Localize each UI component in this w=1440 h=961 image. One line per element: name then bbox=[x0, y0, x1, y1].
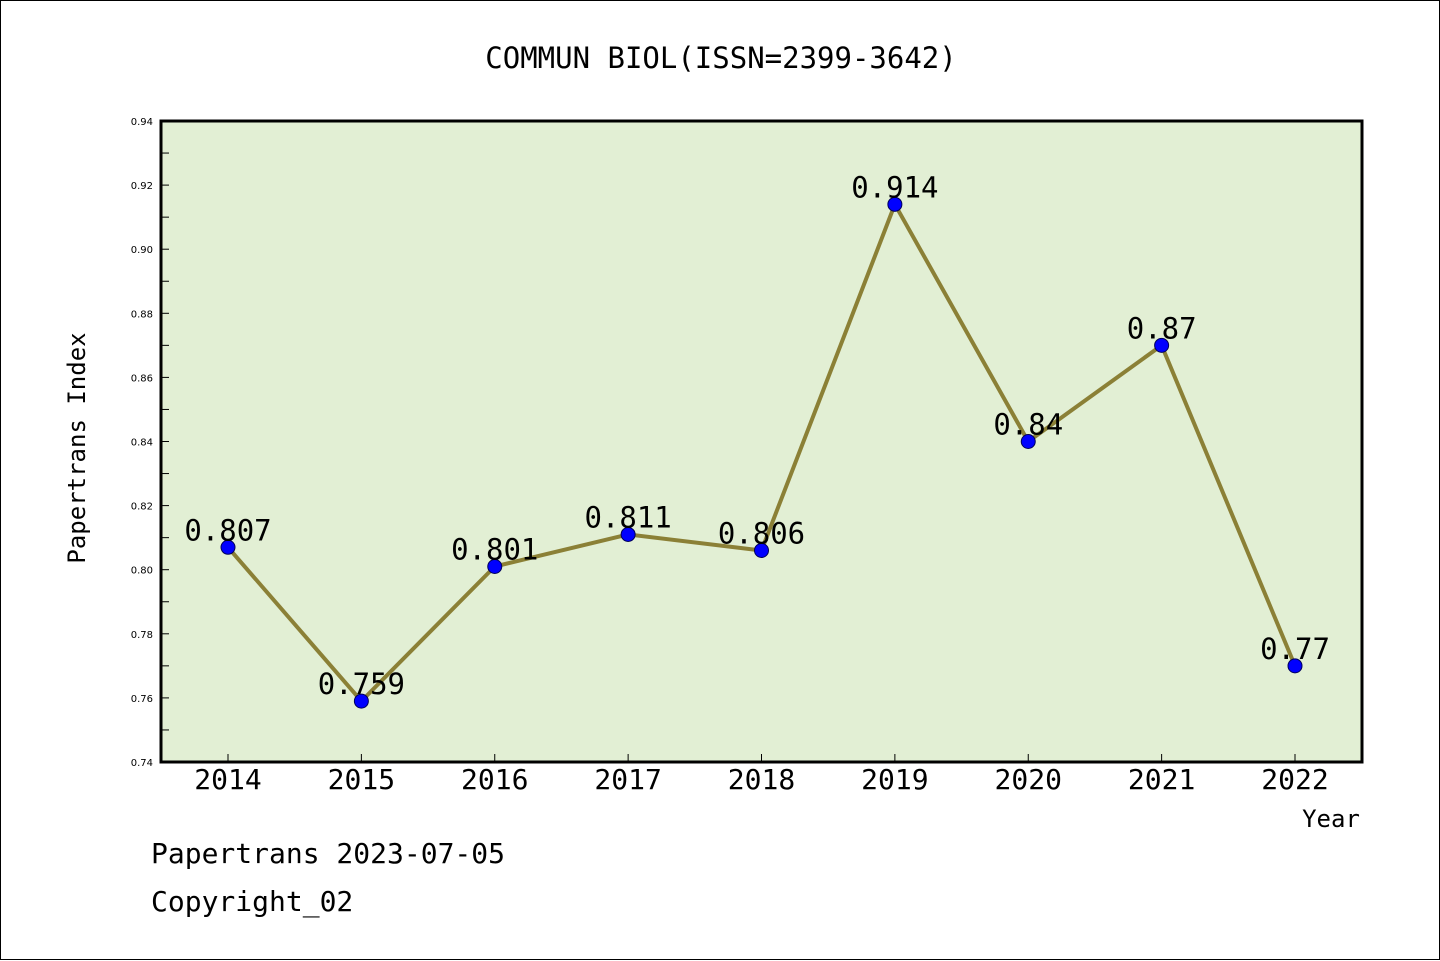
x-tick-label: 2022 bbox=[1261, 763, 1328, 796]
y-tick-label: 0.78 bbox=[131, 630, 153, 641]
plot-area bbox=[159, 119, 1364, 764]
y-tick-label: 0.82 bbox=[131, 502, 153, 513]
y-tick-label: 0.90 bbox=[131, 245, 153, 256]
y-tick-label: 0.84 bbox=[131, 438, 153, 449]
y-tick-label: 0.88 bbox=[131, 309, 153, 320]
y-axis: 0.74 0.76 0.78 0.80 0.82 0.84 0.86 0.88 0.90 0.92… bbox=[131, 117, 169, 769]
data-point bbox=[487, 558, 503, 574]
data-point bbox=[887, 196, 903, 212]
data-point bbox=[1287, 658, 1303, 674]
data-label: 0.914 bbox=[851, 170, 938, 204]
data-point bbox=[220, 539, 236, 555]
data-label: 0.77 bbox=[1260, 632, 1330, 666]
data-label: 0.807 bbox=[184, 513, 271, 547]
x-tick-label: 2015 bbox=[328, 763, 395, 796]
chart-title: COMMUN BIOL(ISSN=2399-3642) bbox=[485, 41, 956, 75]
y-tick-label: 0.80 bbox=[131, 566, 153, 577]
x-tick-label: 2017 bbox=[594, 763, 661, 796]
x-tick-label: 2016 bbox=[461, 763, 528, 796]
y-tick-label: 0.92 bbox=[131, 181, 153, 192]
data-label: 0.811 bbox=[584, 500, 671, 534]
data-label: 0.84 bbox=[993, 408, 1063, 442]
x-tick-label: 2020 bbox=[995, 763, 1062, 796]
x-axis-label: Year bbox=[1302, 805, 1360, 833]
footer-date: Papertrans 2023-07-05 bbox=[151, 837, 506, 870]
data-label: 0.87 bbox=[1127, 311, 1197, 345]
data-label: 0.806 bbox=[718, 516, 805, 550]
x-tick-label: 2018 bbox=[728, 763, 795, 796]
data-point bbox=[620, 526, 636, 542]
data-label: 0.759 bbox=[318, 667, 405, 701]
y-tick-label: 0.86 bbox=[131, 373, 153, 384]
data-point bbox=[754, 542, 769, 558]
data-label: 0.801 bbox=[451, 532, 538, 566]
series-layer: 0.807 0.759 0.801 0.811 0.806 0.914 0.84 0.87 0.… bbox=[184, 170, 1330, 709]
x-tick-label: 2014 bbox=[194, 763, 261, 796]
data-point bbox=[1020, 434, 1036, 449]
footer-copyright: Copyright_02 bbox=[151, 885, 354, 918]
x-tick-label: 2021 bbox=[1128, 763, 1195, 796]
x-axis: 2014 2015 2016 2017 2018 2019 2020 2021 2022 bbox=[194, 754, 1329, 796]
data-point bbox=[353, 693, 369, 709]
x-tick-label: 2019 bbox=[861, 763, 928, 796]
y-tick-label: 0.94 bbox=[131, 117, 153, 128]
y-tick-label: 0.76 bbox=[131, 694, 153, 705]
data-point bbox=[1154, 337, 1170, 353]
y-tick-label: 0.74 bbox=[131, 758, 153, 769]
y-axis-label: Papertrans Index bbox=[63, 332, 91, 563]
